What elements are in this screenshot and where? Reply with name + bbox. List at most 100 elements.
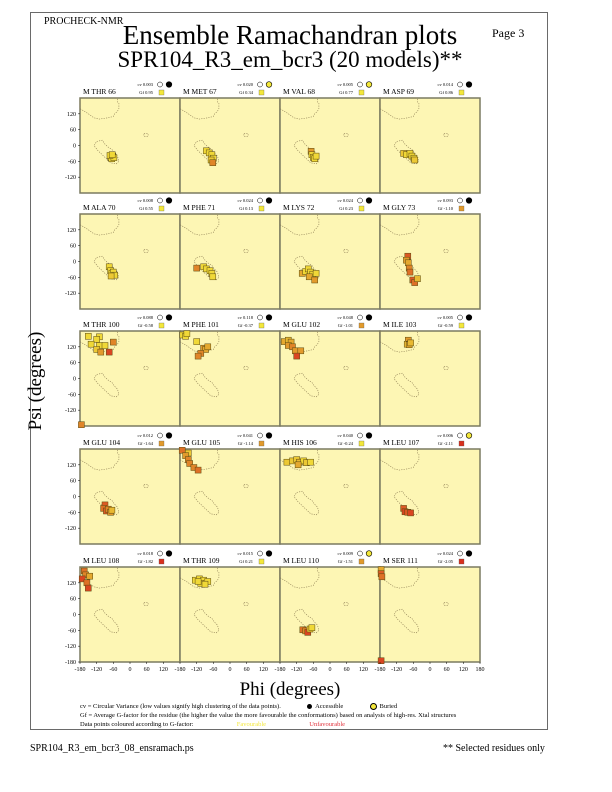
residue-label: M LEU 108 <box>83 556 119 565</box>
accessible-icon <box>465 197 473 204</box>
ramachandran-panel: M THR 100 cv 0.088 Gf -0.58 120 60 0 -60 -120 <box>65 314 181 428</box>
gf-value: Gf -1.64 <box>138 441 154 446</box>
gf-value: Gf -1.01 <box>338 323 353 328</box>
cv-value: cv 0.015 <box>238 551 254 556</box>
clock-icon <box>457 432 463 439</box>
clock-icon <box>257 314 263 321</box>
data-point <box>407 339 414 347</box>
y-tick-label: 60 <box>70 361 76 367</box>
clock-icon <box>257 197 263 204</box>
allowed-region <box>293 490 320 516</box>
allowed-region <box>179 566 220 589</box>
cv-value: cv 0.003 <box>138 82 154 87</box>
ramachandran-panel: M LEU 108 cv 0.018 Gf -1.82 120 60 0 -60 -120 -1… <box>65 550 181 673</box>
page-frame <box>30 12 548 730</box>
data-point <box>101 342 109 349</box>
gf-value: Gf 0.21 <box>239 559 253 564</box>
clock-icon <box>257 81 263 88</box>
gf-value: Gf -0.24 <box>338 441 354 446</box>
residue-label: M HIS 106 <box>283 438 317 447</box>
x-tick-label: -180 <box>375 667 386 673</box>
ramachandran-panel: M PHE 101 cv 0.118 Gf -0.37 <box>179 314 281 427</box>
y-tick-label: 60 <box>70 244 76 250</box>
ramachandran-panel: M HIS 106 cv 0.040 Gf -0.24 <box>279 432 381 545</box>
cv-value: cv 0.118 <box>238 315 254 320</box>
allowed-region <box>79 97 120 120</box>
ramachandran-panel: M ALA 70 cv 0.008 Gf 0.55 120 60 0 -60 -120 <box>65 197 181 310</box>
ramachandran-panel: M LEU 110 cv 0.009 Gf -1.51 -180 -120 -60 0 60 1… <box>275 550 381 673</box>
y-tick-label: -60 <box>68 275 76 281</box>
plot-area <box>279 566 381 663</box>
cv-value: cv 0.005 <box>438 315 454 320</box>
residue-label: M LYS 72 <box>283 203 315 212</box>
allowed-region <box>343 484 349 488</box>
ramachandran-panel: M THR 109 cv 0.015 Gf 0.21 -180 -120 -60 0 60 12… <box>175 550 281 673</box>
gf-color-swatch <box>258 322 265 329</box>
y-tick-label: -60 <box>68 392 76 398</box>
allowed-region <box>279 566 320 589</box>
x-tick-label: -180 <box>275 667 286 673</box>
allowed-region <box>443 602 449 606</box>
x-tick-label: -120 <box>391 667 402 673</box>
data-point <box>107 272 115 280</box>
cv-value: cv 0.024 <box>438 551 454 556</box>
y-tick-label: 120 <box>67 112 76 118</box>
data-point <box>193 338 200 345</box>
data-point <box>97 348 105 356</box>
allowed-region <box>79 566 120 589</box>
data-point <box>86 572 93 580</box>
allowed-region <box>279 213 320 236</box>
accessible-icon <box>165 81 173 88</box>
x-tick-label: 60 <box>444 667 450 673</box>
allowed-region <box>93 490 120 516</box>
data-point <box>204 343 212 351</box>
gf-value: Gf 0.55 <box>139 206 153 211</box>
accessible-icon <box>265 550 273 557</box>
gf-value: Gf -0.58 <box>138 323 154 328</box>
accessible-icon <box>365 314 373 321</box>
x-tick-label: -180 <box>175 667 186 673</box>
data-point <box>105 348 113 356</box>
y-tick-label: 120 <box>67 463 76 469</box>
legend-buried: Buried <box>379 703 398 710</box>
data-point <box>194 466 202 474</box>
y-tick-label: 120 <box>67 581 76 587</box>
allowed-region <box>193 490 220 516</box>
residue-label: M GLU 102 <box>283 320 320 329</box>
data-point <box>183 330 191 337</box>
ramachandran-panel: M THR 66 cv 0.003 Gf 0.95 120 60 0 -60 -120 <box>65 81 181 194</box>
allowed-region <box>243 133 249 137</box>
data-point <box>108 151 116 158</box>
x-tick-label: 120 <box>259 667 268 673</box>
plot-area <box>79 566 181 663</box>
data-point <box>312 152 320 160</box>
allowed-region <box>379 330 420 353</box>
allowed-region <box>279 97 320 120</box>
data-point <box>194 578 202 585</box>
cv-value: cv 0.041 <box>238 433 254 438</box>
gf-value: Gf -1.51 <box>338 559 353 564</box>
cv-value: cv 0.005 <box>338 82 354 87</box>
allowed-region <box>343 249 349 253</box>
accessible-icon <box>465 314 473 321</box>
allowed-region <box>379 566 420 589</box>
data-point <box>305 273 313 281</box>
y-tick-label: 120 <box>67 228 76 234</box>
gf-color-swatch <box>158 558 165 565</box>
x-tick-label: 60 <box>144 667 150 673</box>
clock-icon <box>457 550 463 557</box>
allowed-region <box>279 448 320 471</box>
allowed-region <box>143 366 149 370</box>
residue-label: M LEU 107 <box>383 438 419 447</box>
allowed-region <box>379 97 420 120</box>
ramachandran-panel: M SER 111 cv 0.024 Gf -2.05 -180 -120 -60 0 60 1… <box>375 550 485 673</box>
x-tick-label: -180 <box>75 667 86 673</box>
gf-value: Gf -2.11 <box>438 441 453 446</box>
program-label: PROCHECK-NMR <box>44 16 124 27</box>
allowed-region <box>343 366 349 370</box>
allowed-region <box>379 448 420 471</box>
cv-value: cv 0.008 <box>138 198 154 203</box>
plot-area <box>379 448 481 545</box>
y-tick-label: -120 <box>65 408 76 414</box>
gf-color-swatch <box>458 322 465 329</box>
